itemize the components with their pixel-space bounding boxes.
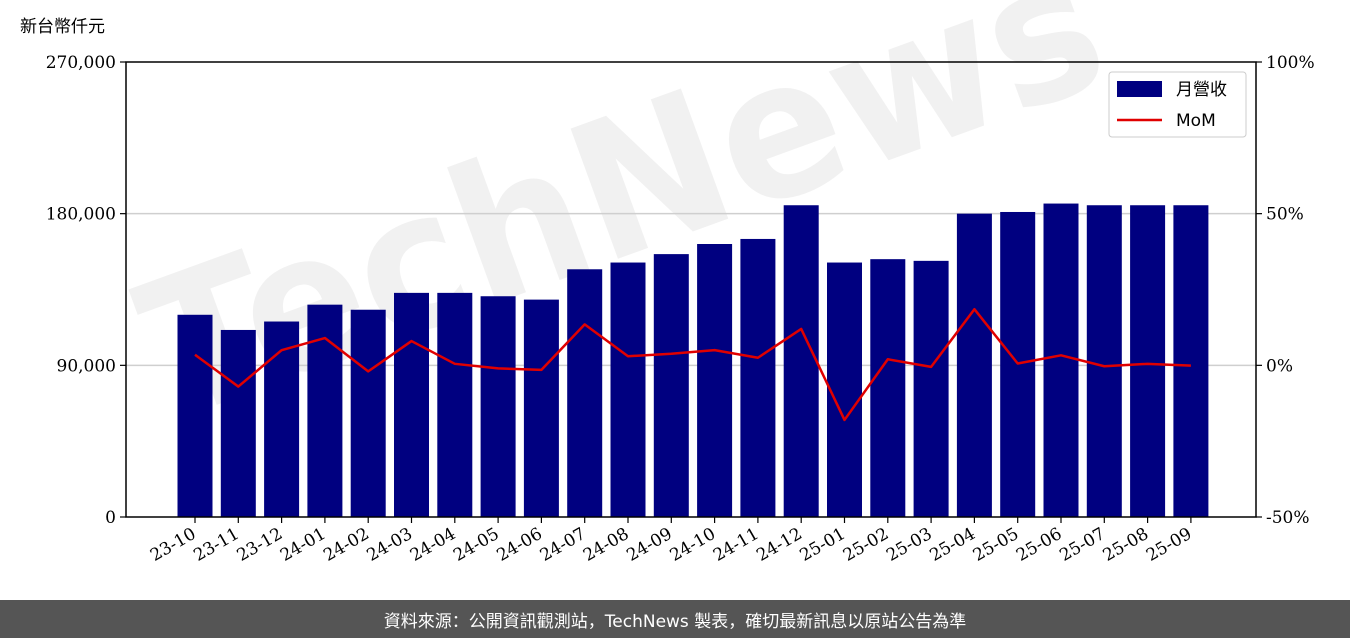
revenue-bar [740, 238, 776, 517]
mom-line [194, 307, 1191, 422]
revenue-bar [264, 321, 300, 517]
revenue-bar [1086, 205, 1122, 518]
x-tick-label: 24-01 [277, 524, 329, 566]
revenue-bar [956, 213, 992, 517]
left-y-axis: 0 90,000 180,000 270,000 [46, 53, 126, 528]
right-tick-label: 100% [1266, 53, 1315, 73]
legend: 月營收 MoM [1108, 71, 1247, 138]
revenue-bar [523, 299, 559, 517]
footer-text: 資料來源：公開資訊觀測站，TechNews 製表，確切最新訊息以原站公告為準 [383, 611, 967, 632]
revenue-bar [913, 260, 949, 517]
right-tick-label: 50% [1266, 205, 1304, 225]
revenue-bar [437, 292, 473, 517]
x-tick-label: 23-11 [190, 524, 242, 566]
x-tick-label: 25-09 [1143, 524, 1195, 566]
left-tick-label: 180,000 [46, 205, 116, 225]
x-tick-label: 25-02 [840, 524, 892, 566]
revenue-bars [177, 203, 1209, 518]
revenue-bar [350, 309, 386, 517]
legend-swatch-revenue [1117, 81, 1162, 97]
x-tick-label: 25-07 [1056, 524, 1108, 566]
x-tick-label: 24-04 [407, 524, 459, 566]
left-tick-label: 90,000 [57, 356, 116, 376]
revenue-bar [177, 314, 213, 517]
x-tick-label: 24-06 [493, 524, 545, 566]
revenue-bar [610, 262, 646, 517]
plot-frame [125, 61, 1257, 518]
x-tick-label: 25-04 [926, 524, 978, 566]
x-tick-label: 24-08 [580, 524, 632, 566]
right-tick-label: 0% [1266, 356, 1293, 376]
revenue-bar [827, 262, 862, 517]
x-tick-label: 23-10 [147, 524, 199, 566]
x-tick-label: 24-09 [623, 524, 675, 566]
x-tick-label: 24-05 [450, 524, 502, 566]
x-tick-label: 25-01 [797, 524, 849, 566]
revenue-bar [783, 205, 819, 518]
revenue-bar [220, 329, 256, 517]
x-tick-label: 25-08 [1100, 524, 1152, 566]
x-tick-label: 23-12 [234, 524, 286, 566]
revenue-bar [567, 269, 603, 517]
right-tick-label: -50% [1266, 508, 1310, 528]
x-tick-label: 24-12 [753, 524, 805, 566]
revenue-bar [480, 296, 516, 517]
x-tick-label: 24-02 [320, 524, 372, 566]
x-tick-label: 24-11 [710, 524, 762, 566]
revenue-bar [697, 244, 733, 517]
x-tick-label: 24-10 [667, 524, 719, 566]
left-tick-label: 0 [105, 508, 116, 528]
legend-label-mom: MoM [1176, 111, 1216, 131]
revenue-bar [1130, 205, 1166, 518]
left-tick-label: 270,000 [46, 53, 116, 73]
x-tick-label: 25-03 [883, 524, 935, 566]
revenue-bar [307, 304, 343, 517]
revenue-bar [653, 254, 689, 517]
x-tick-label: 24-07 [537, 524, 589, 566]
revenue-bar [1043, 203, 1079, 518]
revenue-bar [394, 292, 429, 517]
legend-label-revenue: 月營收 [1176, 80, 1227, 100]
revenue-bar [870, 259, 906, 517]
x-tick-label: 25-05 [970, 524, 1022, 566]
y-unit-label: 新台幣仟元 [20, 17, 105, 37]
source-footer: 資料來源：公開資訊觀測站，TechNews 製表，確切最新訊息以原站公告為準 [0, 600, 1350, 638]
x-tick-label: 24-03 [364, 524, 416, 566]
x-axis: 23-1023-1123-1224-0124-0224-0324-0424-05… [147, 517, 1195, 566]
x-tick-label: 25-06 [1013, 524, 1065, 566]
right-y-axis: -50% 0% 50% 100% [1256, 53, 1315, 528]
mom-line-series [194, 307, 1191, 422]
revenue-bar [1173, 205, 1209, 518]
